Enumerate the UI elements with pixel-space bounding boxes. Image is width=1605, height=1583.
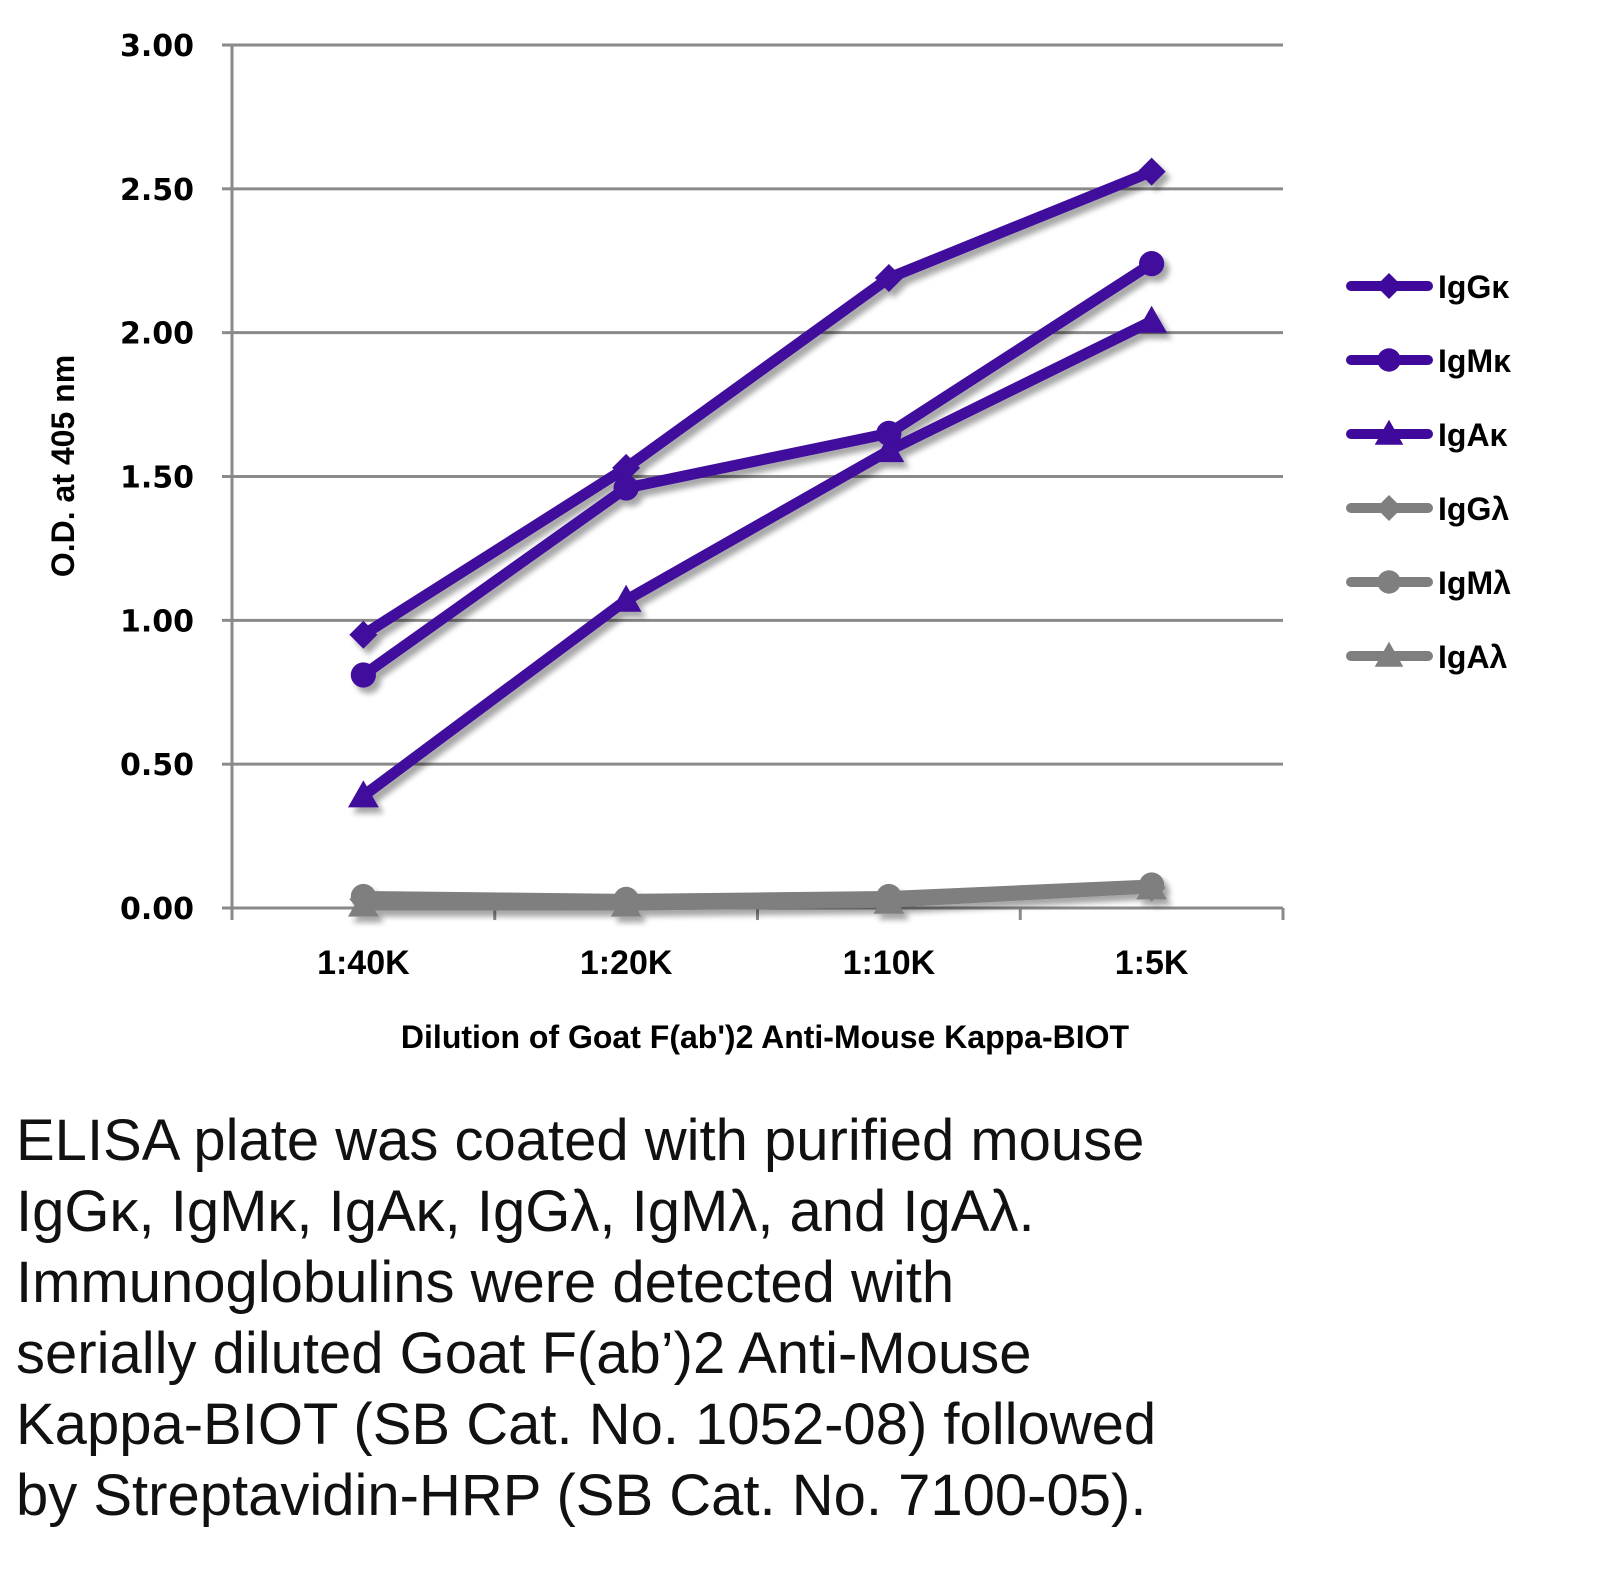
legend-label: IgGλ [1438, 491, 1509, 527]
legend-item: IgGκ [1346, 269, 1509, 305]
axes: 0.00 0.50 1.00 1.50 2.00 2.50 3.00 1:40K 1:20K 1:… [120, 29, 1285, 982]
x-tick-label: 1:40K [317, 944, 410, 982]
legend-label: IgMλ [1438, 565, 1511, 601]
data-point-circle [613, 475, 639, 501]
series-IgGκ [349, 157, 1166, 649]
data-point-diamond [612, 453, 641, 482]
series-line [357, 882, 1158, 908]
legend-marker-triangle-icon [1374, 419, 1404, 445]
legend-label: IgGκ [1438, 269, 1509, 305]
x-tick-label: 1:5K [1115, 944, 1189, 982]
data-point-circle [876, 420, 902, 446]
caption-line: Immunoglobulins were detected with [16, 1250, 955, 1315]
legend-marker-circle-icon [1377, 570, 1401, 594]
series-line [357, 258, 1158, 681]
series-IgGλ [349, 873, 1166, 917]
legend-marker-circle-icon [1377, 348, 1401, 372]
data-point-diamond [874, 264, 903, 293]
legend-label: IgAκ [1438, 417, 1508, 453]
data-point-diamond [1137, 873, 1166, 902]
legend-label: IgMκ [1438, 343, 1511, 379]
x-tick-label: 1:10K [843, 944, 936, 982]
caption-line: IgGκ, IgMκ, IgAκ, IgGλ, IgMλ, and IgAλ. [16, 1179, 1035, 1244]
gridlines [232, 43, 1283, 766]
elisa-line-chart: 0.00 0.50 1.00 1.50 2.00 2.50 3.00 1:40K 1:20K 1:… [45, 29, 1511, 1055]
caption-line: ELISA plate was coated with purified mou… [16, 1108, 1145, 1173]
x-tick-label: 1:20K [580, 944, 673, 982]
y-axis-title: O.D. at 405 nm [45, 355, 81, 577]
y-tick-label: 3.00 [120, 29, 194, 64]
y-tick-label: 2.50 [120, 173, 194, 208]
y-tick-label: 1.50 [120, 461, 194, 496]
legend-label: IgAλ [1438, 639, 1508, 675]
series-IgMκ [350, 251, 1165, 688]
series-IgAκ [347, 305, 1168, 808]
y-tick-label: 2.00 [120, 317, 194, 352]
data-point-circle [350, 662, 376, 688]
legend-item: IgAλ [1346, 639, 1508, 675]
legend-item: IgMλ [1346, 565, 1511, 601]
data-point-diamond [349, 885, 378, 914]
legend: IgGκ IgMκ IgAκ IgGλ IgMλ IgAλ [1346, 269, 1511, 675]
data-point-triangle [1136, 305, 1168, 333]
legend-marker-diamond-icon [1376, 495, 1402, 521]
y-tick-label: 0.50 [120, 748, 194, 783]
series-line [357, 166, 1158, 641]
data-point-circle [1139, 251, 1165, 277]
legend-item: IgMκ [1346, 343, 1511, 379]
data-point-triangle [873, 435, 905, 463]
data-point-diamond [1137, 157, 1166, 186]
y-tick-label: 0.00 [120, 892, 194, 927]
y-tick-label: 1.00 [120, 604, 194, 639]
legend-marker-diamond-icon [1376, 273, 1402, 299]
data-point-diamond [612, 888, 641, 917]
x-axis-title: Dilution of Goat F(ab')2 Anti-Mouse Kapp… [401, 1019, 1130, 1055]
legend-item: IgGλ [1346, 491, 1509, 527]
data-point-diamond [349, 620, 378, 649]
series-line [357, 315, 1158, 802]
legend-item: IgAκ [1346, 417, 1508, 453]
figure-caption: ELISA plate was coated with purified mou… [16, 1105, 1576, 1531]
data-point-triangle [610, 584, 642, 612]
legend-marker-triangle-icon [1374, 641, 1404, 667]
caption-line: serially diluted Goat F(ab’)2 Anti-Mouse [16, 1321, 1032, 1386]
caption-line: by Streptavidin-HRP (SB Cat. No. 7100-05… [16, 1463, 1147, 1528]
caption-line: Kappa-BIOT (SB Cat. No. 1052-08) followe… [16, 1392, 1157, 1457]
series-lines [347, 157, 1168, 917]
data-point-diamond [874, 885, 903, 914]
data-point-triangle [347, 780, 379, 808]
